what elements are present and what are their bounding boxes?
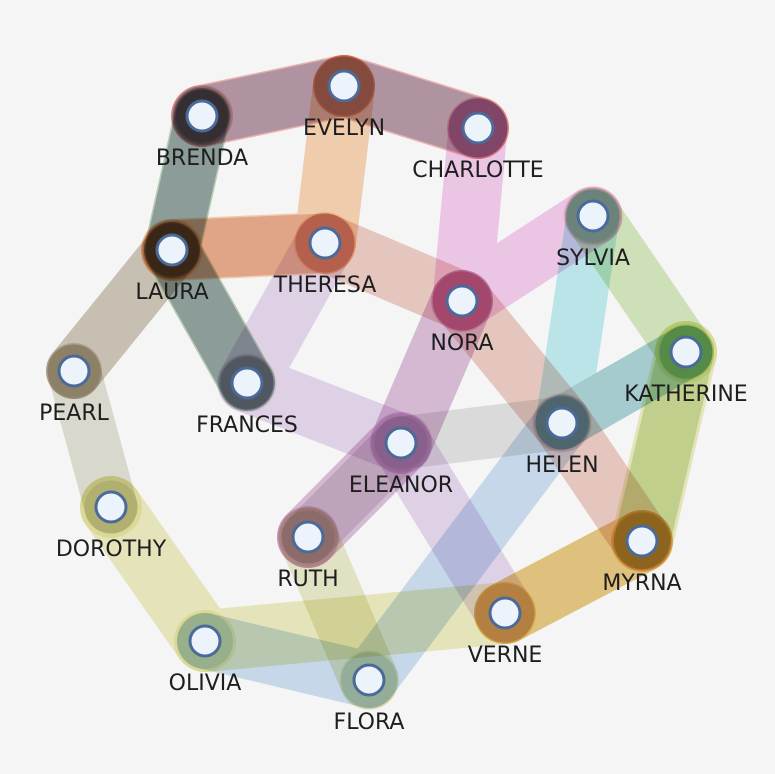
node-label-eleanor: ELEANOR [349,473,453,498]
node-brenda[interactable]: BRENDA [156,99,248,171]
nodes-layer: EVELYN BRENDA CHARLOTTE LAURA THERESA SYLVIA N… [39,69,748,735]
node-circle-charlotte[interactable] [461,111,495,145]
node-circle-verne[interactable] [488,596,522,630]
node-circle-dorothy[interactable] [94,490,128,524]
node-ruth[interactable]: RUTH [277,520,339,592]
node-katherine[interactable]: KATHERINE [624,335,748,407]
node-frances[interactable]: FRANCES [196,366,298,438]
node-evelyn[interactable]: EVELYN [303,69,385,141]
node-label-charlotte: CHARLOTTE [412,158,543,183]
node-circle-laura[interactable] [155,233,189,267]
node-label-olivia: OLIVIA [169,671,242,696]
node-circle-frances[interactable] [230,366,264,400]
node-verne[interactable]: VERNE [468,596,543,668]
node-circle-evelyn[interactable] [327,69,361,103]
node-label-ruth: RUTH [277,567,338,592]
node-label-helen: HELEN [525,453,598,478]
node-circle-myrna[interactable] [625,524,659,558]
node-circle-nora[interactable] [445,284,479,318]
node-label-evelyn: EVELYN [303,116,385,141]
node-label-pearl: PEARL [39,401,110,426]
node-eleanor[interactable]: ELEANOR [349,426,453,498]
node-circle-eleanor[interactable] [384,426,418,460]
node-circle-ruth[interactable] [291,520,325,554]
node-label-theresa: THERESA [273,273,377,298]
node-circle-katherine[interactable] [669,335,703,369]
node-label-katherine: KATHERINE [624,382,747,407]
node-label-laura: LAURA [135,280,208,305]
node-label-flora: FLORA [334,710,405,735]
node-label-myrna: MYRNA [602,571,681,596]
node-theresa[interactable]: THERESA [273,226,377,298]
node-helen[interactable]: HELEN [525,406,599,478]
node-pearl[interactable]: PEARL [39,354,110,426]
node-flora[interactable]: FLORA [334,663,405,735]
node-circle-pearl[interactable] [57,354,91,388]
node-label-dorothy: DOROTHY [56,537,167,562]
node-laura[interactable]: LAURA [135,233,209,305]
node-olivia[interactable]: OLIVIA [169,624,242,696]
node-sylvia[interactable]: SYLVIA [556,199,630,271]
node-label-verne: VERNE [468,643,543,668]
node-circle-theresa[interactable] [308,226,342,260]
node-label-sylvia: SYLVIA [556,246,630,271]
node-label-brenda: BRENDA [156,146,248,171]
node-label-frances: FRANCES [196,413,298,438]
node-myrna[interactable]: MYRNA [602,524,682,596]
hyperedges-layer [46,55,717,710]
node-circle-helen[interactable] [545,406,579,440]
node-circle-sylvia[interactable] [576,199,610,233]
node-dorothy[interactable]: DOROTHY [56,490,167,562]
node-circle-olivia[interactable] [188,624,222,658]
node-circle-flora[interactable] [352,663,386,697]
node-nora[interactable]: NORA [430,284,494,356]
node-circle-brenda[interactable] [185,99,219,133]
node-charlotte[interactable]: CHARLOTTE [412,111,544,183]
node-label-nora: NORA [430,331,493,356]
